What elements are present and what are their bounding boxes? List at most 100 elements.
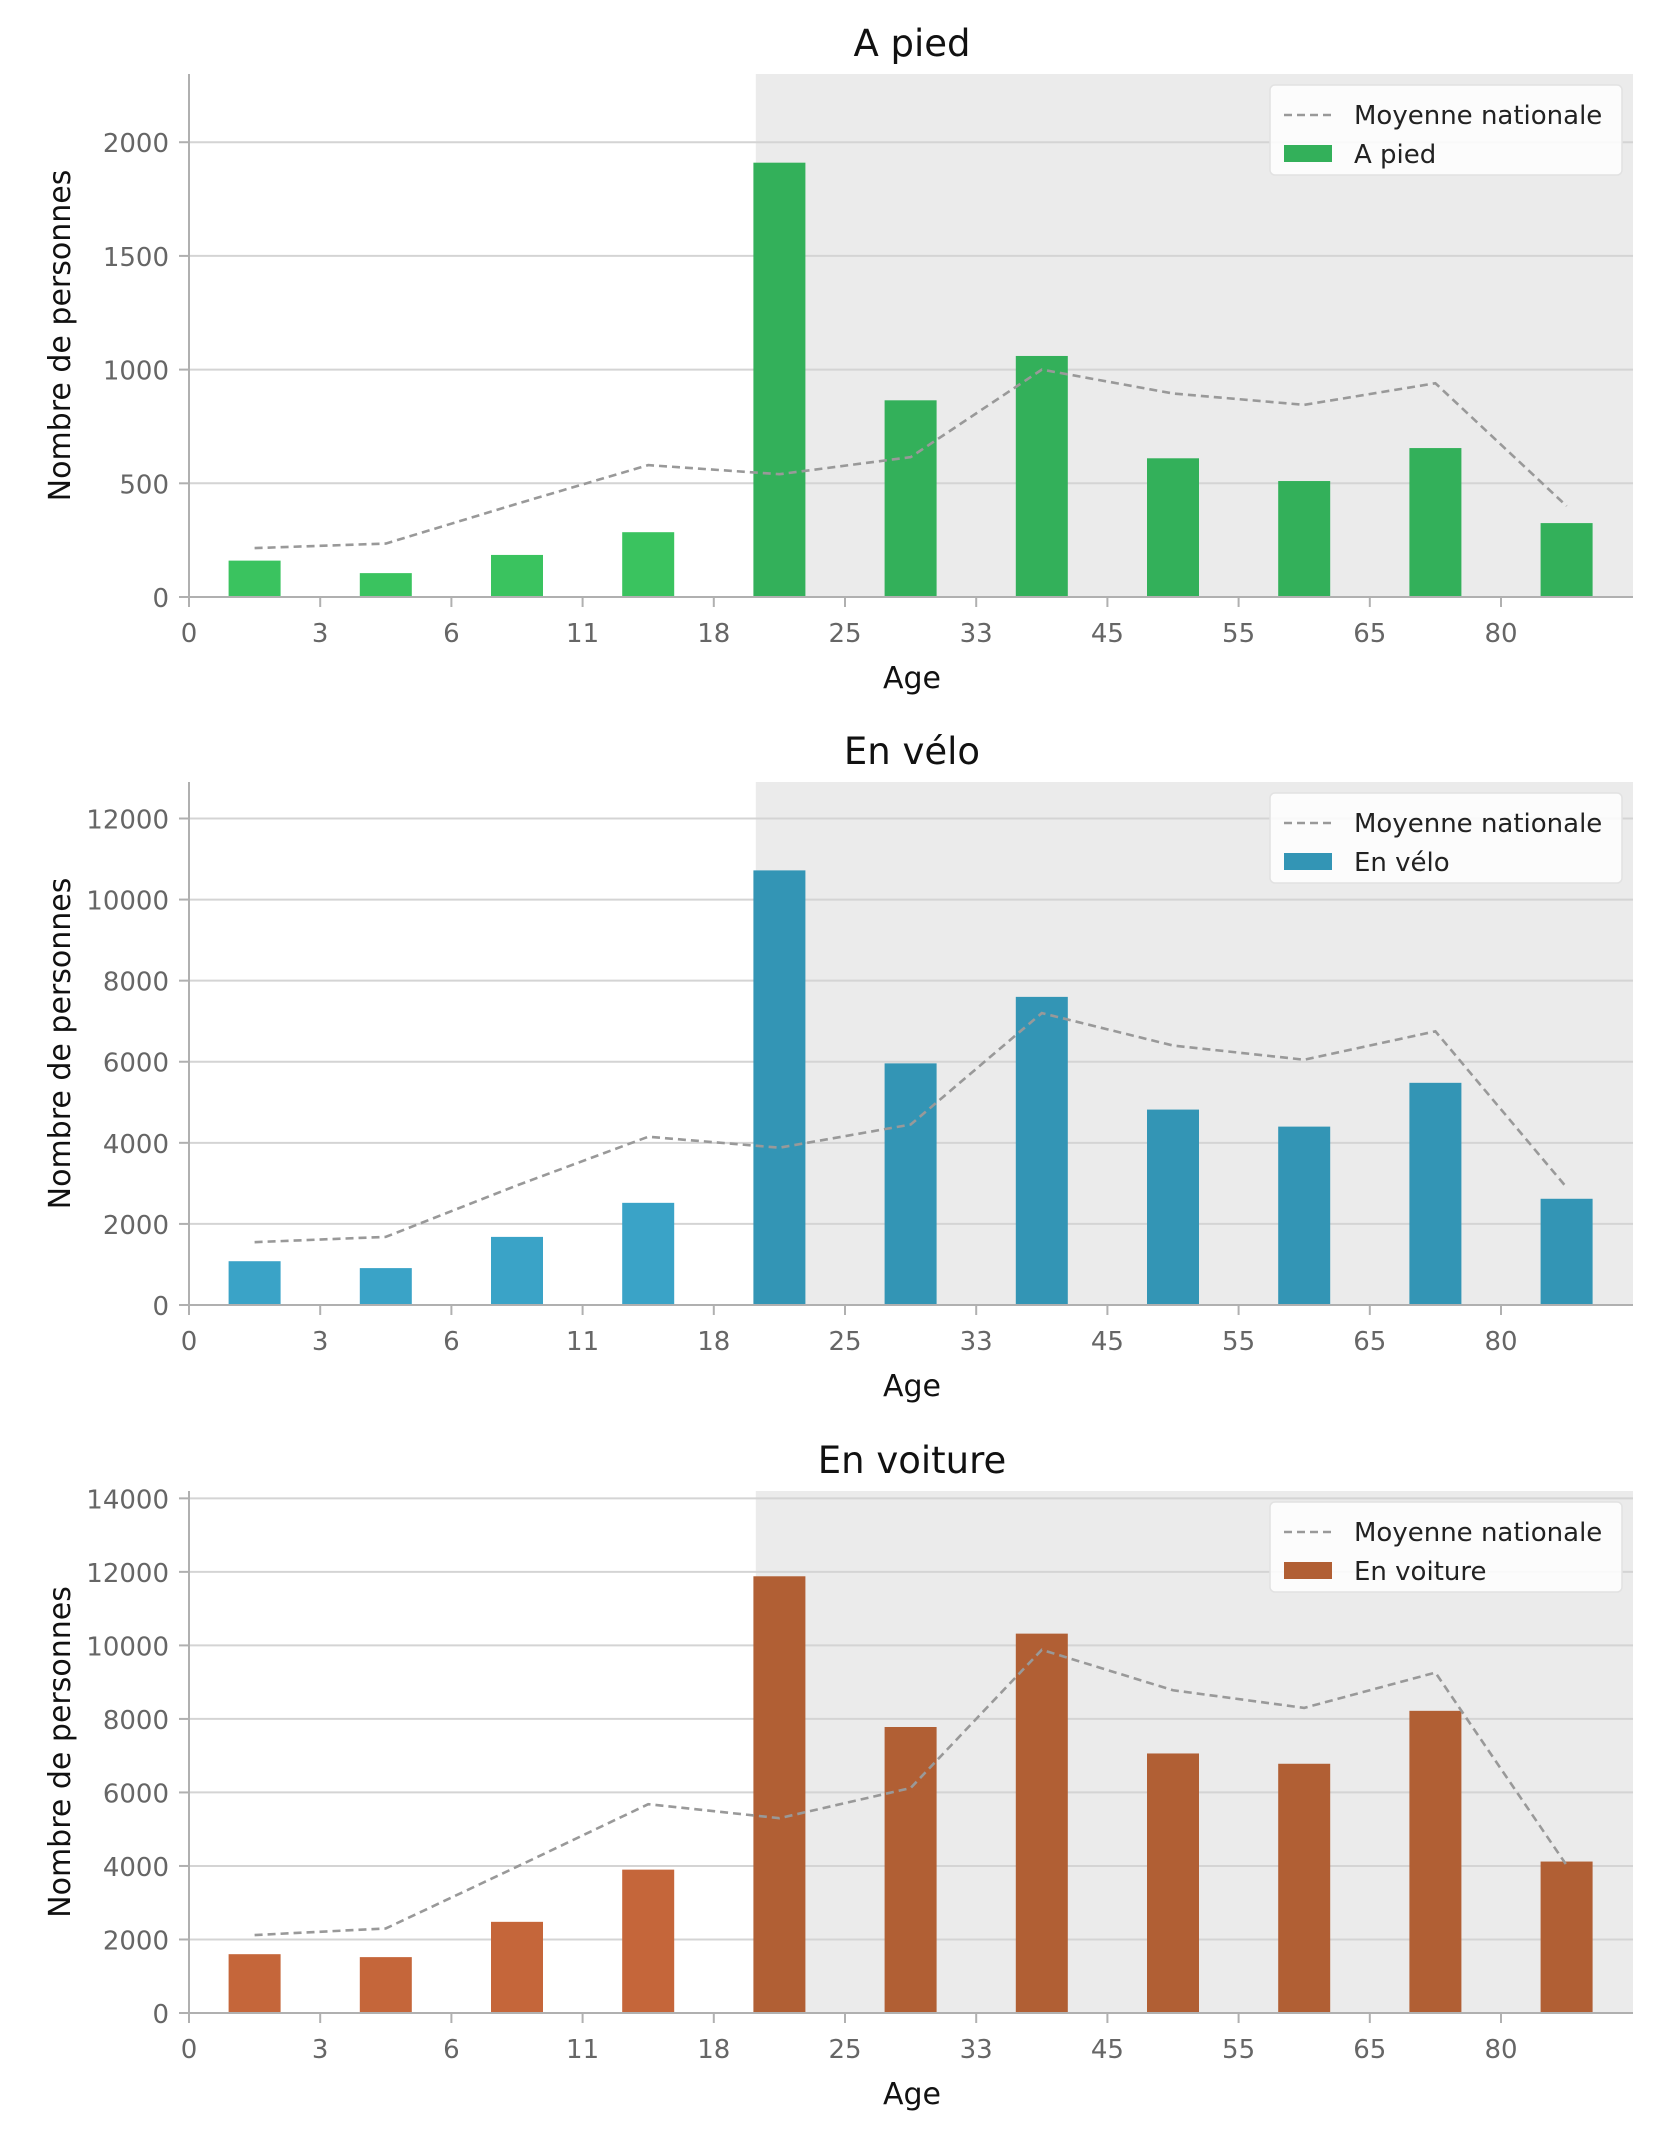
x-tick-label: 0 (181, 619, 198, 649)
legend-box (1269, 84, 1623, 176)
bar (228, 1261, 281, 1305)
y-tick-label: 12000 (86, 1559, 169, 1589)
bar (622, 1202, 675, 1305)
bar (753, 162, 806, 597)
legend-label-national: Moyenne nationale (1354, 1518, 1602, 1548)
bar (884, 400, 937, 597)
legend-box (1269, 792, 1623, 884)
bar (1147, 1109, 1199, 1305)
national-average-line (254, 1011, 1568, 1244)
y-tick-label: 12000 (86, 805, 169, 835)
x-tick-label: 6 (443, 619, 460, 649)
y-tick-label: 2000 (103, 1211, 169, 1241)
bar (491, 554, 543, 597)
x-axis-label: Age (883, 1369, 941, 1404)
y-tick-label: 10000 (86, 1632, 169, 1662)
x-tick-label: 6 (443, 2035, 460, 2065)
legend-box (1269, 1501, 1623, 1593)
bar (1015, 1633, 1068, 2013)
y-tick-label: 1000 (103, 357, 169, 387)
y-tick-label: 8000 (103, 968, 169, 998)
x-tick-label: 3 (312, 2035, 329, 2065)
national-average-line (254, 368, 1568, 550)
national-average-line (254, 1648, 1568, 1937)
bar (1409, 1710, 1462, 2013)
x-tick-label: 55 (1222, 1327, 1255, 1357)
bar (359, 573, 412, 597)
bar (753, 1576, 806, 2013)
y-tick-label: 8000 (103, 1706, 169, 1736)
legend-label-national: Moyenne nationale (1354, 101, 1602, 131)
y-tick-label: 2000 (103, 129, 169, 159)
x-tick-label: 18 (697, 2035, 730, 2065)
chart-panel-1: En vélo 0 2000 4000 6000 8000 10000 12000 0 3 6 11 1… (43, 730, 1633, 1404)
bar (1278, 1126, 1331, 1305)
x-tick-label: 65 (1353, 1327, 1386, 1357)
y-tick-label: 2000 (103, 1926, 169, 1956)
legend-label-mode: En vélo (1354, 848, 1450, 878)
bar (1540, 1198, 1593, 1305)
y-tick-label: 1500 (103, 243, 169, 273)
legend-bar-swatch (1284, 145, 1332, 162)
x-tick-label: 80 (1484, 1327, 1517, 1357)
bar (359, 1957, 412, 2013)
y-tick-label: 0 (152, 2000, 169, 2030)
x-tick-label: 80 (1484, 2035, 1517, 2065)
x-tick-label: 65 (1353, 2035, 1386, 2065)
x-tick-label: 11 (566, 2035, 599, 2065)
bar (1409, 448, 1462, 597)
x-tick-label: 3 (312, 619, 329, 649)
chart-title: En vélo (844, 730, 980, 773)
bar (1015, 355, 1068, 597)
y-tick-label: 4000 (103, 1853, 169, 1883)
bar (1147, 1753, 1199, 2013)
legend-label-national: Moyenne nationale (1354, 809, 1602, 839)
bar (228, 1954, 281, 2013)
x-tick-label: 3 (312, 1327, 329, 1357)
y-tick-label: 10000 (86, 887, 169, 917)
x-tick-label: 25 (828, 619, 861, 649)
x-tick-label: 0 (181, 1327, 198, 1357)
y-tick-label: 0 (152, 584, 169, 614)
bar (884, 1063, 937, 1305)
y-axis-label: Nombre de personnes (43, 878, 78, 1210)
bar (1540, 523, 1593, 597)
bar (491, 1921, 543, 2013)
bar (884, 1727, 937, 2013)
x-tick-label: 0 (181, 2035, 198, 2065)
x-axis-label: Age (883, 2077, 941, 2112)
x-tick-label: 25 (828, 1327, 861, 1357)
x-tick-label: 25 (828, 2035, 861, 2065)
y-tick-label: 6000 (103, 1779, 169, 1809)
y-tick-label: 0 (152, 1292, 169, 1322)
bar (1015, 996, 1068, 1305)
x-tick-label: 6 (443, 1327, 460, 1357)
y-axis-label: Nombre de personnes (43, 1586, 78, 1918)
bar (622, 532, 675, 597)
y-axis-label: Nombre de personnes (43, 170, 78, 502)
bar (1540, 1861, 1593, 2013)
bar (228, 560, 281, 597)
x-tick-label: 33 (960, 1327, 993, 1357)
chart-title: En voiture (818, 1439, 1007, 1482)
chart-panel-2: En voiture 0 2000 4000 6000 8000 10000 12000 140… (43, 1439, 1633, 2112)
x-tick-label: 11 (566, 1327, 599, 1357)
legend-label-mode: A pied (1354, 140, 1436, 170)
x-tick-label: 45 (1091, 619, 1124, 649)
x-tick-label: 80 (1484, 619, 1517, 649)
legend-bar-swatch (1284, 853, 1332, 870)
bar (622, 1869, 675, 2013)
x-tick-label: 33 (960, 619, 993, 649)
y-tick-label: 6000 (103, 1049, 169, 1079)
bar (359, 1268, 412, 1305)
legend-label-mode: En voiture (1354, 1557, 1486, 1587)
x-tick-label: 45 (1091, 2035, 1124, 2065)
legend-bar-swatch (1284, 1562, 1332, 1579)
bar (753, 870, 806, 1305)
bar (1278, 481, 1331, 597)
x-tick-label: 18 (697, 1327, 730, 1357)
chart-panel-0: A pied 0 500 1000 1500 2000 0 3 6 11 18 25 33 45 55 65 8… (43, 22, 1633, 696)
bar (1147, 458, 1199, 597)
